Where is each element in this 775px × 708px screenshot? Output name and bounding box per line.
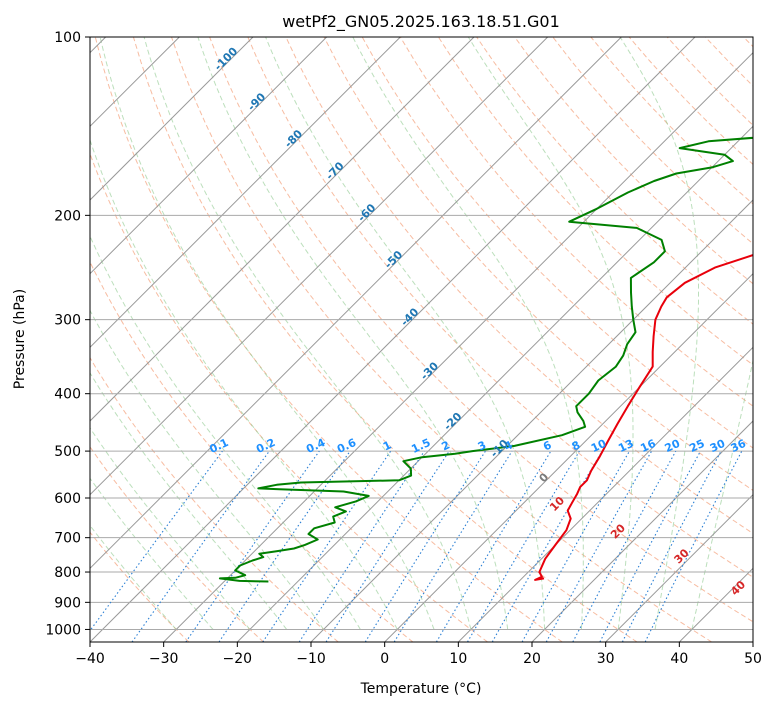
mixing-ratio-line <box>393 450 513 642</box>
mixing-ratio-label: 30 <box>708 437 728 455</box>
mixing-ratio-line <box>521 450 630 642</box>
moist-adiabat-line <box>619 37 699 630</box>
y-tick-label: 700 <box>54 531 81 547</box>
chart-title: wetPf2_GN05.2025.163.18.51.G01 <box>282 12 560 32</box>
x-tick-label: 20 <box>523 651 541 667</box>
dry-adiabat-line <box>171 37 712 642</box>
y-tick-label: 200 <box>54 208 81 224</box>
dry-adiabat-line <box>90 356 339 642</box>
isotherm-line <box>605 493 753 642</box>
y-tick-label: 100 <box>54 30 81 46</box>
moist-adiabat-line <box>265 37 546 630</box>
isotherm-line <box>90 37 622 570</box>
isotherm-line <box>90 37 475 422</box>
dry-adiabat-line <box>90 531 190 642</box>
dry-adiabat-line <box>94 37 563 642</box>
y-tick-label: 400 <box>54 387 81 403</box>
mixing-ratio-line <box>572 450 677 642</box>
dry-adiabat-line <box>247 37 753 578</box>
x-tick-label: 10 <box>449 651 467 667</box>
dewpoint-profile-line <box>218 136 753 583</box>
mixing-ratio-label: 20 <box>663 437 683 455</box>
dry-adiabat-line <box>132 37 638 642</box>
y-tick-label: 500 <box>54 444 81 460</box>
dry-adiabat-line <box>323 37 753 491</box>
mixing-ratio-line <box>185 450 320 642</box>
moist-adiabat-line <box>90 235 361 630</box>
mixing-ratio-label: 13 <box>616 437 635 455</box>
isotherm-line <box>163 51 753 642</box>
mixing-ratio-line <box>90 450 223 632</box>
axis-ticks: −40 −30 −20 −10 0 10 20 30 40 50 100 200 300 400 500 60… <box>45 30 762 667</box>
mixing-ratio-line <box>131 450 270 642</box>
moist-adiabat-line <box>467 37 634 630</box>
x-tick-label: −20 <box>223 651 253 667</box>
mixing-ratio-line <box>644 450 743 642</box>
y-tick-label: 300 <box>54 313 81 329</box>
dry-adiabat-line <box>285 37 753 535</box>
y-tick-label: 1000 <box>45 622 81 638</box>
y-tick-label: 900 <box>54 595 81 611</box>
mixing-ratio-label: 16 <box>638 437 658 455</box>
y-tick-label: 800 <box>54 565 81 581</box>
dry-adiabat-line <box>437 37 753 366</box>
dry-adiabat-line <box>361 37 753 449</box>
isotherm-line <box>384 272 753 642</box>
x-tick-label: 50 <box>744 651 762 667</box>
moist-adiabat-line <box>90 309 324 630</box>
moist-adiabat-line <box>197 37 509 630</box>
y-axis-label: Pressure (hPa) <box>12 289 28 389</box>
dry-adiabat-line <box>90 152 488 642</box>
mixing-ratio-line <box>298 450 425 642</box>
y-tick-label: 600 <box>54 491 81 507</box>
x-tick-label: 40 <box>670 651 688 667</box>
isotherm-line <box>90 37 254 201</box>
isotherm-line <box>90 37 328 275</box>
mixing-ratio-label: 25 <box>687 437 706 455</box>
mixing-ratio-line <box>545 450 653 642</box>
moist-adiabat-line <box>143 37 472 630</box>
plot-frame <box>89 36 754 643</box>
moist-adiabat-line <box>352 37 584 630</box>
temperature-profile-line <box>534 253 753 581</box>
dry-adiabat-line <box>514 37 753 285</box>
mixing-ratio-line <box>325 450 450 642</box>
dry-adiabat-line <box>90 446 264 642</box>
isotherm-line <box>90 37 401 349</box>
isotherm-line <box>531 420 753 642</box>
sounding-profiles <box>218 136 753 583</box>
x-tick-label: −30 <box>149 651 179 667</box>
reference-lines <box>90 37 753 642</box>
mixing-ratio-label: 10 <box>589 437 609 455</box>
x-tick-label: −10 <box>296 651 326 667</box>
x-tick-label: −40 <box>75 651 105 667</box>
moist-adiabat-line <box>691 358 753 630</box>
moist-adiabat-line <box>99 37 435 630</box>
mixing-ratio-label: 36 <box>729 437 749 455</box>
moist-adiabat-line <box>90 138 398 630</box>
x-tick-label: 0 <box>380 651 389 667</box>
dry-adiabat-line <box>209 37 753 623</box>
mixing-ratio-line <box>218 450 351 642</box>
isotherm-line <box>310 199 753 642</box>
dry-adiabat-line <box>399 37 753 407</box>
isotherm-line <box>90 37 549 496</box>
x-tick-label: 30 <box>597 651 615 667</box>
x-axis-label: Temperature (°C) <box>360 681 482 697</box>
isotherm-line <box>90 37 696 642</box>
